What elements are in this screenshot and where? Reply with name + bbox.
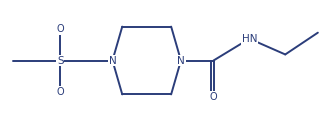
Text: S: S: [57, 56, 64, 65]
Text: N: N: [177, 56, 185, 65]
Text: HN: HN: [242, 34, 257, 44]
Text: O: O: [210, 92, 217, 102]
Text: O: O: [56, 87, 64, 97]
Text: O: O: [56, 24, 64, 34]
Text: N: N: [109, 56, 116, 65]
